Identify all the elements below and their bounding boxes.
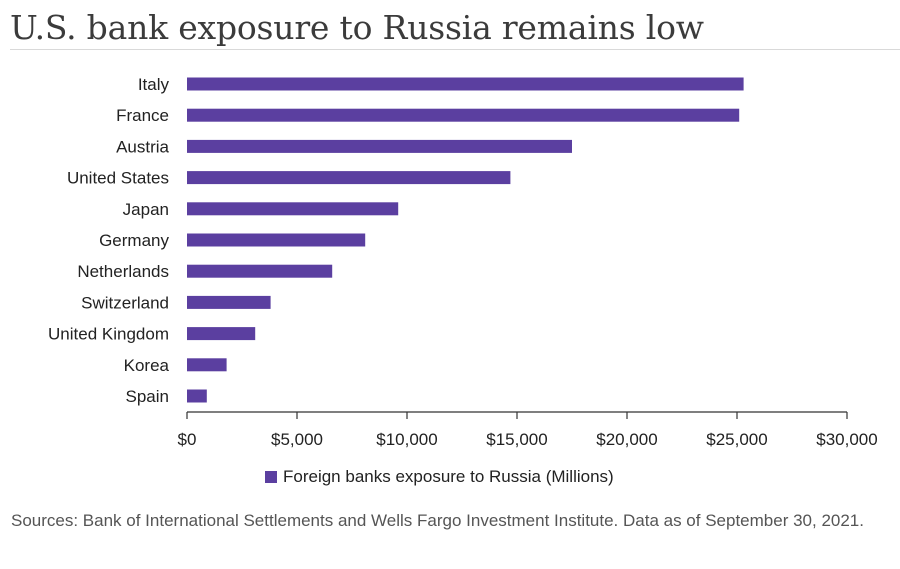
category-label-united-kingdom: United Kingdom: [48, 325, 169, 344]
category-label-japan: Japan: [123, 200, 169, 219]
x-tick-label: $15,000: [486, 430, 547, 449]
category-label-spain: Spain: [126, 387, 169, 406]
chart-title: U.S. bank exposure to Russia remains low: [10, 8, 704, 47]
legend-swatch: [265, 471, 277, 483]
category-label-france: France: [116, 106, 169, 125]
bar-united-kingdom: [187, 327, 256, 341]
bar-netherlands: [187, 264, 333, 278]
category-label-italy: Italy: [138, 75, 170, 94]
bar-france: [187, 108, 740, 122]
bar-germany: [187, 233, 366, 247]
title-divider: [10, 49, 900, 50]
x-tick-label: $20,000: [596, 430, 657, 449]
category-label-netherlands: Netherlands: [77, 262, 169, 281]
category-label-switzerland: Switzerland: [81, 293, 169, 312]
legend: Foreign banks exposure to Russia (Millio…: [265, 467, 614, 487]
x-tick-label: $10,000: [376, 430, 437, 449]
bar-switzerland: [187, 295, 271, 309]
x-tick-label: $25,000: [706, 430, 767, 449]
x-tick-label: $30,000: [816, 430, 877, 449]
category-label-united-states: United States: [67, 169, 169, 188]
bar-japan: [187, 202, 399, 216]
legend-label: Foreign banks exposure to Russia (Millio…: [283, 467, 614, 486]
category-label-germany: Germany: [99, 231, 169, 250]
source-note: Sources: Bank of International Settlemen…: [11, 511, 864, 530]
category-label-austria: Austria: [116, 137, 169, 156]
bar-korea: [187, 358, 227, 372]
bar-united-states: [187, 171, 511, 185]
x-tick-label: $0: [178, 430, 197, 449]
bar-spain: [187, 389, 207, 403]
bar-austria: [187, 139, 572, 153]
bar-chart: Italy France Austria United States Japan Germ…: [48, 75, 878, 449]
x-tick-label: $5,000: [271, 430, 323, 449]
category-label-korea: Korea: [124, 356, 170, 375]
bar-italy: [187, 77, 744, 91]
